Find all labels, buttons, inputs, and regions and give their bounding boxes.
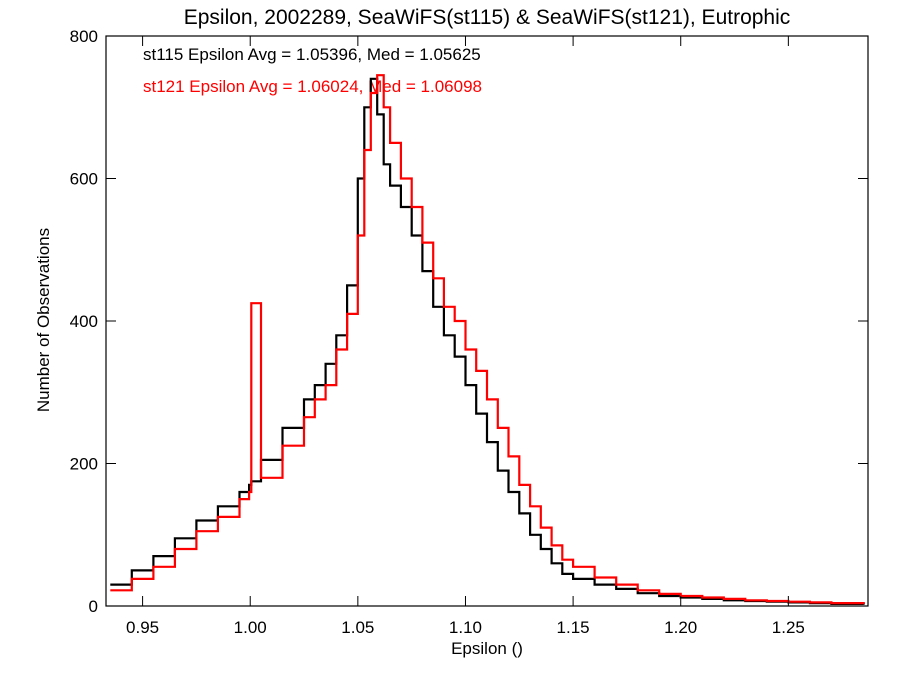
y-axis-label: Number of Observations: [34, 228, 53, 412]
annotation-st115: st115 Epsilon Avg = 1.05396, Med = 1.056…: [143, 45, 481, 64]
series-line-1: [110, 74, 865, 605]
y-tick-label: 0: [89, 597, 98, 616]
x-tick-label: 1.00: [234, 618, 267, 637]
x-tick-label: 1.20: [664, 618, 697, 637]
chart-title: Epsilon, 2002289, SeaWiFS(st115) & SeaWi…: [184, 6, 791, 29]
plot-frame: [105, 35, 869, 607]
x-tick-label: 1.10: [449, 618, 482, 637]
annotation-st121: st121 Epsilon Avg = 1.06024, Med = 1.060…: [143, 77, 482, 96]
x-tick-label: 0.95: [126, 618, 159, 637]
y-tick-label: 200: [70, 455, 98, 474]
y-tick-label: 400: [70, 312, 98, 331]
x-tick-label: 1.15: [557, 618, 590, 637]
x-tick-label: 1.05: [341, 618, 374, 637]
y-tick-label: 800: [70, 27, 98, 46]
x-tick-label: 1.25: [772, 618, 805, 637]
series-line-0: [110, 77, 865, 605]
plot-area: 0.95 1.00 1.05 1.10 1.15 1.20 1.25 0 200 400 600 80…: [70, 27, 868, 637]
x-axis-label: Epsilon (): [451, 639, 523, 658]
y-tick-label: 600: [70, 170, 98, 189]
